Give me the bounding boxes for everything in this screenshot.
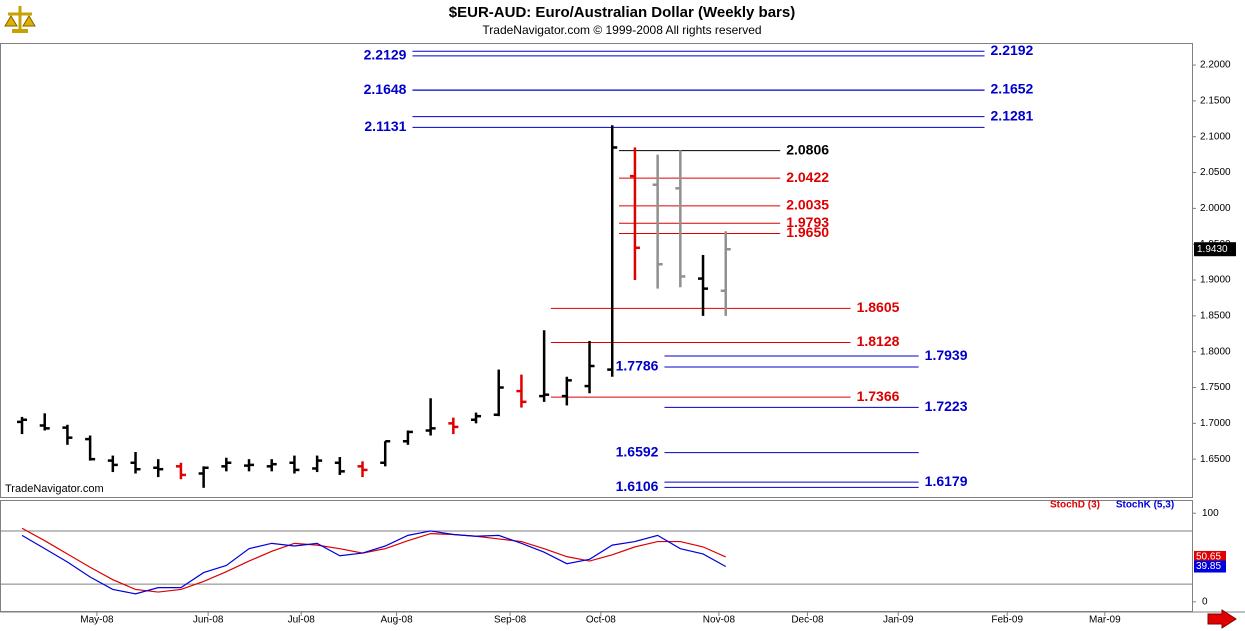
level-label: 2.2192 <box>991 42 1034 58</box>
legend-entry: StochD (3) <box>1050 500 1100 511</box>
stoch-line <box>21 527 726 593</box>
x-tick-label: Aug-08 <box>380 615 413 626</box>
y-tick-label: 1.7000 <box>1200 418 1231 429</box>
x-tick-label: Jan-09 <box>883 615 914 626</box>
y-tick-label: 1.6500 <box>1200 454 1231 465</box>
watermark: TradeNavigator.com <box>5 483 104 495</box>
y-tick-label: 0 <box>1202 596 1208 607</box>
x-tick-label: Mar-09 <box>1089 615 1121 626</box>
x-tick-label: Dec-08 <box>791 615 824 626</box>
x-tick-label: Oct-08 <box>586 615 616 626</box>
x-tick-label: Nov-08 <box>703 615 736 626</box>
level-label: 1.6106 <box>616 478 659 494</box>
y-tick-label: 2.1000 <box>1200 131 1231 142</box>
last-price-box <box>1194 242 1236 257</box>
level-label: 1.7223 <box>925 398 968 414</box>
last-value-label: 50.65 <box>1196 552 1221 563</box>
level-label: 1.8605 <box>857 299 900 315</box>
y-tick-label: 2.2000 <box>1200 60 1231 71</box>
level-label: 1.8128 <box>857 333 900 349</box>
logo-icon <box>4 6 36 33</box>
level-label: 2.0035 <box>786 197 829 213</box>
level-label: 2.1652 <box>991 81 1034 97</box>
last-price-label: 1.9430 <box>1197 244 1228 255</box>
level-label: 1.7366 <box>857 388 900 404</box>
y-tick-label: 1.9000 <box>1200 275 1231 286</box>
x-tick-label: Jun-08 <box>193 615 224 626</box>
level-label: 2.2129 <box>364 47 407 63</box>
last-value-box <box>1194 550 1226 563</box>
y-tick-label: 1.7500 <box>1200 382 1231 393</box>
legend-entry: StochK (5,3) <box>1116 500 1174 511</box>
stoch-line <box>21 530 727 595</box>
level-label: 1.7939 <box>925 347 968 363</box>
level-label: 2.1648 <box>364 81 407 97</box>
chart-subtitle: TradeNavigator.com © 1999-2008 All right… <box>482 23 761 37</box>
level-label: 1.7786 <box>616 358 659 374</box>
last-value-box <box>1194 560 1226 573</box>
last-value-label: 39.85 <box>1196 561 1221 572</box>
level-label: 2.1281 <box>991 107 1034 123</box>
level-label: 2.0806 <box>786 141 829 157</box>
level-label: 1.9650 <box>786 224 829 240</box>
x-tick-label: Sep-08 <box>494 615 527 626</box>
level-label: 2.0422 <box>786 169 829 185</box>
level-label: 1.6179 <box>925 473 968 489</box>
x-tick-label: Jul-08 <box>288 615 316 626</box>
y-tick-label: 2.0500 <box>1200 167 1231 178</box>
x-tick-label: May-08 <box>80 615 114 626</box>
y-tick-label: 1.8500 <box>1200 310 1231 321</box>
x-tick-label: Feb-09 <box>991 615 1023 626</box>
level-label: 1.9793 <box>786 214 829 230</box>
chart-title: $EUR-AUD: Euro/Australian Dollar (Weekly… <box>449 4 795 21</box>
level-label: 2.1131 <box>364 118 406 134</box>
y-tick-label: 1.8000 <box>1200 346 1231 357</box>
scroll-arrow[interactable] <box>1207 609 1237 629</box>
y-tick-label: 2.0000 <box>1200 203 1231 214</box>
y-tick-label: 2.1500 <box>1200 96 1231 107</box>
y-tick-label: 100 <box>1202 508 1219 519</box>
level-label: 1.6592 <box>616 443 659 459</box>
price-panel <box>0 43 1193 498</box>
